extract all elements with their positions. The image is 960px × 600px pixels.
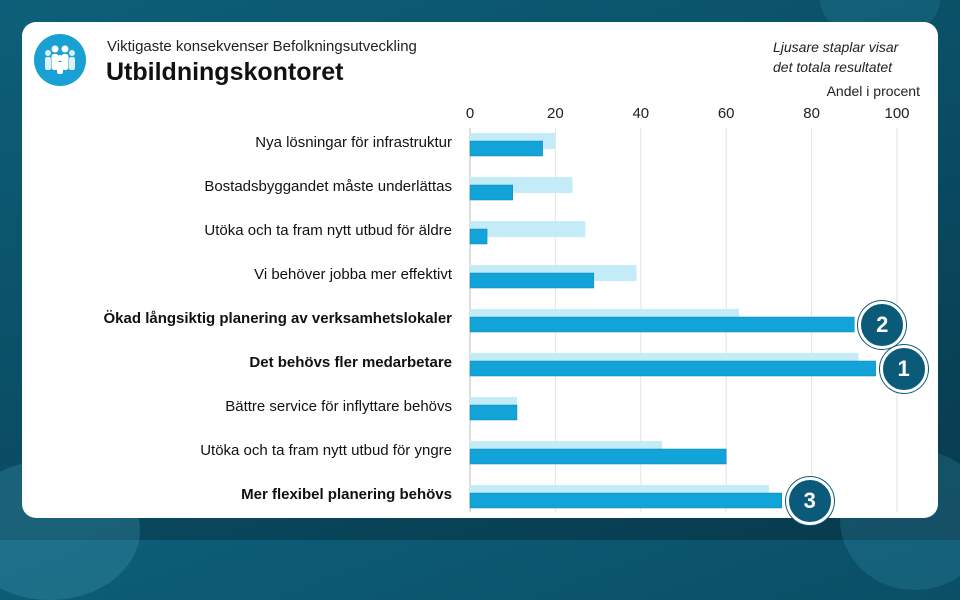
rank-badge: 1 [879, 345, 928, 393]
x-tick-label: 100 [884, 105, 909, 122]
bar-chart: 0 20 40 60 80 100 Nya lösningar för infrastruk… [104, 105, 910, 512]
category-label: Vi behöver jobba mer effektivt [254, 266, 453, 283]
x-axis-label: Andel i procent [826, 83, 920, 99]
category-label: Nya lösningar för infrastruktur [255, 134, 452, 151]
x-tick-label: 20 [547, 105, 564, 122]
x-tick-label: 0 [466, 105, 474, 122]
category-label: Ökad långsiktig planering av verksamhets… [104, 310, 453, 327]
rank-badge: 3 [785, 477, 834, 525]
x-tick-label: 60 [718, 105, 735, 122]
chart-note-line: Ljusare staplar visar [773, 39, 899, 55]
x-tick-label: 80 [803, 105, 820, 122]
category-label: Utöka och ta fram nytt utbud för yngre [200, 442, 452, 459]
bar-utbildningskontoret [469, 228, 488, 245]
category-label: Det behövs fler medarbetare [249, 354, 452, 371]
page-title: Utbildningskontoret [106, 58, 344, 86]
bar-total [470, 221, 586, 237]
chart-note: Ljusare staplar visar det totala resulta… [773, 37, 933, 77]
bar-utbildningskontoret [469, 272, 595, 289]
category-label: Bättre service för inflyttare behövs [225, 398, 452, 415]
bar-utbildningskontoret [469, 316, 855, 333]
chart-supertitle: Viktigaste konsekvenser Befolkningsutvec… [107, 38, 417, 55]
bar-utbildningskontoret [469, 492, 782, 509]
bar-utbildningskontoret [469, 404, 518, 421]
category-label: Utöka och ta fram nytt utbud för äldre [204, 222, 452, 239]
bar-utbildningskontoret [469, 184, 513, 201]
bar-utbildningskontoret [469, 448, 727, 465]
category-label: Mer flexibel planering behövs [241, 486, 452, 503]
bar-utbildningskontoret [469, 360, 876, 377]
rank-badge: 2 [858, 301, 907, 349]
chart-note-line: det totala resultatet [773, 59, 893, 75]
bar-utbildningskontoret [469, 140, 543, 157]
x-tick-label: 40 [632, 105, 649, 122]
people-group-icon [34, 34, 86, 86]
category-label: Bostadsbyggandet måste underlättas [204, 178, 452, 195]
